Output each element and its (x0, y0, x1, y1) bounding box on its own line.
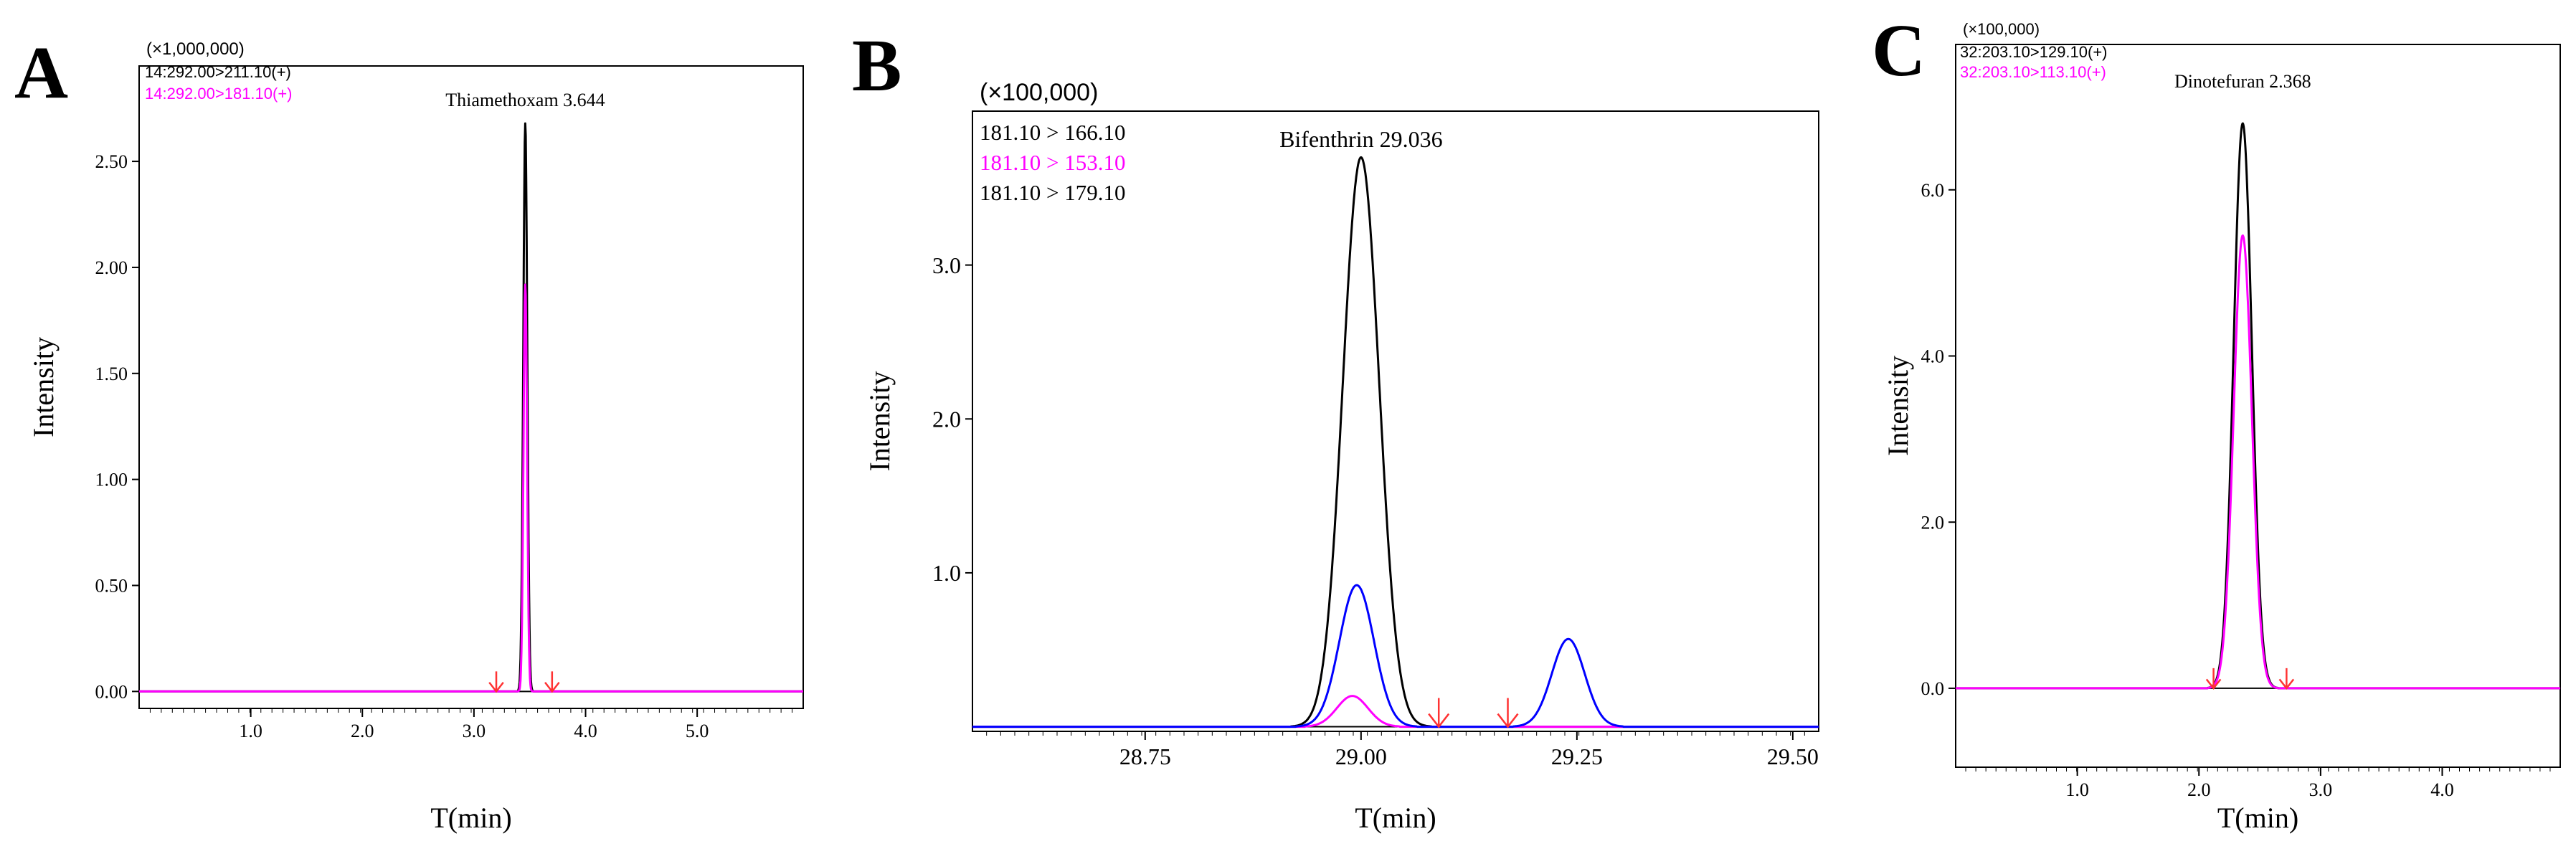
x-tick-label: 4.0 (2430, 779, 2454, 800)
x-tick-label: 3.0 (463, 721, 486, 741)
x-tick-label: 4.0 (574, 721, 597, 741)
integration-mark (2205, 668, 2222, 690)
x-tick-label: 29.25 (1551, 744, 1603, 769)
panel-letter: C (1872, 9, 1926, 92)
legend-entry: 181.10 > 179.10 (980, 180, 1125, 205)
y-tick-label: 2.0 (932, 406, 961, 432)
integration-mark (1497, 698, 1519, 728)
chart-panel-a: A 1.0 2.0 3.0 4.0 5.0 0.00 0.50 1.00 1.50 2.00 2.50… (14, 32, 804, 834)
series-line-2 (138, 283, 804, 693)
y-tick-label: 3.0 (932, 252, 961, 278)
legend-entry: 181.10 > 166.10 (980, 120, 1125, 145)
x-tick-label: 29.00 (1335, 744, 1387, 769)
panel-letter: A (14, 32, 68, 114)
integration-mark (544, 671, 560, 693)
y-tick-label: 0.50 (95, 576, 128, 597)
x-tick-label: 3.0 (2309, 779, 2333, 800)
x-tick-label: 29.50 (1767, 744, 1819, 769)
y-tick-label: 0.00 (95, 681, 128, 702)
y-tick-label: 1.50 (95, 364, 128, 384)
y-tick-label: 2.50 (95, 151, 128, 172)
legend-entry: 181.10 > 153.10 (980, 150, 1125, 175)
y-tick-label: 2.00 (95, 257, 128, 278)
y-axis-label: Intensity (863, 371, 896, 472)
scale-label: (×100,000) (980, 79, 1098, 106)
x-tick-label: 1.0 (239, 721, 262, 741)
peak-label: Thiamethoxam 3.644 (445, 90, 605, 110)
y-tick-label: 0.0 (1921, 678, 1945, 699)
legend-entry: 32:203.10>129.10(+) (1960, 43, 2108, 61)
integration-mark (488, 671, 504, 693)
legend-entry: 14:292.00>211.10(+) (145, 63, 291, 81)
peak-label: Dinotefuran 2.368 (2174, 71, 2311, 92)
y-tick-label: 6.0 (1921, 180, 1945, 201)
x-tick-label: 1.0 (2065, 779, 2089, 800)
chart-panel-c: C 1.0 2.0 3.0 4.0 0.0 2.0 4.0 6.0 T(min) Intensity… (1872, 9, 2561, 834)
y-tick-label: 1.00 (95, 470, 128, 490)
x-axis-label: T(min) (430, 802, 511, 834)
chart-panel-b: B 28.75 29.00 29.25 29.50 1.0 2.0 3.0 T(min) Inte… (852, 24, 1819, 834)
x-tick-label: 5.0 (686, 721, 709, 741)
integration-mark (1428, 698, 1450, 728)
peak-label: Bifenthrin 29.036 (1279, 126, 1443, 152)
series-line-2 (1955, 234, 2561, 690)
panel-letter: B (852, 24, 901, 107)
x-axis-label: T(min) (2217, 802, 2298, 834)
y-tick-label: 4.0 (1921, 346, 1945, 367)
x-tick-label: 2.0 (351, 721, 374, 741)
y-tick-label: 1.0 (932, 560, 961, 586)
legend-entry: 32:203.10>113.10(+) (1960, 63, 2106, 81)
x-axis-label: T(min) (1355, 802, 1436, 834)
y-axis-label: Intensity (27, 337, 60, 437)
legend-entry: 14:292.00>181.10(+) (145, 85, 293, 103)
y-axis-label: Intensity (1882, 356, 1914, 456)
series-line-3 (972, 584, 1819, 728)
y-tick-label: 2.0 (1921, 512, 1945, 533)
x-tick-label: 2.0 (2187, 779, 2211, 800)
integration-mark (2278, 668, 2295, 690)
scale-label: (×100,000) (1963, 20, 2040, 38)
scale-label: (×1,000,000) (146, 39, 245, 59)
x-tick-label: 28.75 (1119, 744, 1171, 769)
